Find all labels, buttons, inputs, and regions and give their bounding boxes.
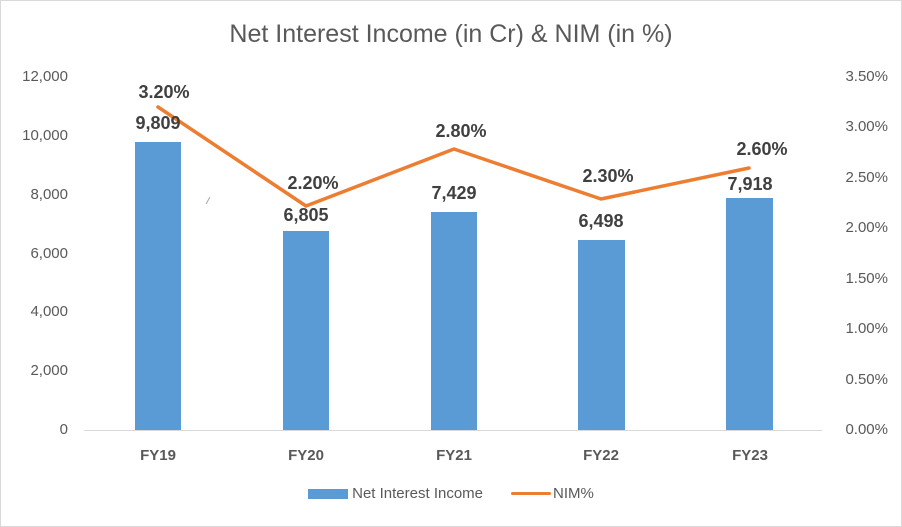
y-left-tick: 12,000 [22, 68, 68, 85]
x-tick: FY21 [436, 447, 472, 464]
y-left-tick: 10,000 [22, 127, 68, 144]
chart-title: Net Interest Income (in Cr) & NIM (in %) [229, 20, 673, 48]
legend-item-nii: Net Interest Income [308, 485, 483, 502]
y-left-tick: 0 [59, 421, 68, 438]
bar-fy23 [726, 198, 773, 430]
legend-item-nim: NIM% [511, 485, 594, 502]
x-tick: FY20 [288, 447, 324, 464]
legend: Net Interest Income NIM% [0, 485, 902, 502]
bar-fy19 [135, 142, 181, 430]
x-tick: FY23 [732, 447, 768, 464]
y-right-tick: 1.00% [845, 320, 888, 337]
y-right-tick: 3.50% [845, 68, 888, 85]
legend-label: Net Interest Income [352, 485, 484, 502]
y-right-tick: 0.00% [845, 421, 888, 438]
bar-fy21 [431, 212, 477, 430]
x-tick: FY19 [140, 447, 176, 464]
line-label: 2.20% [287, 173, 339, 193]
y-right-tick: 0.50% [845, 371, 888, 388]
bar-label: 7,429 [431, 183, 477, 203]
bar-swatch-icon [308, 488, 349, 499]
line-label: 2.30% [582, 166, 634, 186]
bar-label: 7,918 [727, 174, 773, 194]
y-left-tick: 2,000 [30, 362, 68, 379]
x-tick: FY22 [583, 447, 619, 464]
x-axis-line [84, 430, 822, 431]
line-label: 2.80% [435, 121, 487, 141]
y-right-tick: 2.50% [845, 169, 888, 186]
line-label: 3.20% [138, 82, 190, 102]
bar-label: 6,805 [283, 205, 329, 225]
legend-label: NIM% [553, 485, 594, 502]
y-right-tick: 1.50% [845, 270, 888, 287]
y-left-tick: 4,000 [30, 303, 68, 320]
bar-label: 9,809 [135, 113, 181, 133]
line-label: 2.60% [736, 139, 788, 159]
line-swatch-icon [511, 492, 552, 495]
y-right-tick: 3.00% [845, 118, 888, 135]
bar-label: 6,498 [578, 211, 624, 231]
y-left-tick: 6,000 [30, 245, 68, 262]
y-left-tick: 8,000 [30, 186, 68, 203]
bar-fy20 [283, 231, 329, 430]
bar-fy22 [578, 240, 625, 430]
y-right-tick: 2.00% [845, 219, 888, 236]
